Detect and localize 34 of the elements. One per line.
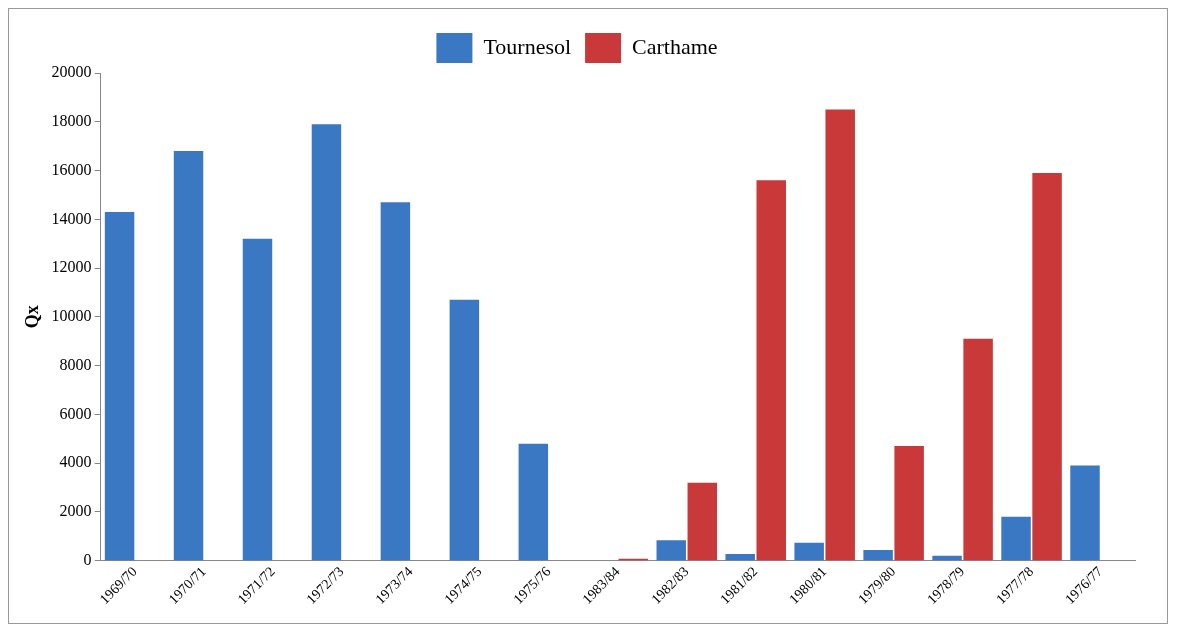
bar (725, 554, 755, 561)
y-tick-label: 2000 (59, 502, 92, 520)
bar (963, 338, 993, 561)
legend-label: Tournesol (483, 33, 572, 59)
bar (518, 443, 549, 561)
bar (1070, 465, 1100, 561)
bar (449, 299, 480, 561)
bar (173, 151, 204, 561)
y-tick-label: 12000 (51, 258, 92, 276)
y-tick-label: 8000 (59, 355, 92, 373)
bar (1001, 516, 1031, 561)
bar (656, 540, 686, 561)
bar (825, 109, 855, 561)
bar (380, 202, 411, 561)
y-tick-label: 16000 (51, 160, 92, 178)
y-axis-title: Qx (22, 305, 43, 329)
bar (104, 211, 135, 561)
y-tick-label: 18000 (51, 111, 92, 129)
bar (794, 542, 824, 561)
y-tick-label: 14000 (51, 209, 92, 227)
bar (687, 482, 718, 561)
y-tick-label: 4000 (59, 453, 92, 471)
y-tick-label: 20000 (51, 63, 92, 81)
bar (311, 124, 342, 561)
bar (756, 180, 786, 561)
y-tick-label: 10000 (51, 307, 92, 325)
legend-label: Carthame (632, 33, 718, 59)
bar (863, 549, 893, 561)
bar (1032, 172, 1062, 561)
y-tick-label: 6000 (59, 404, 92, 422)
bar (894, 446, 924, 561)
bar (932, 555, 962, 561)
bar (242, 238, 273, 561)
y-tick-label: 0 (83, 550, 92, 568)
